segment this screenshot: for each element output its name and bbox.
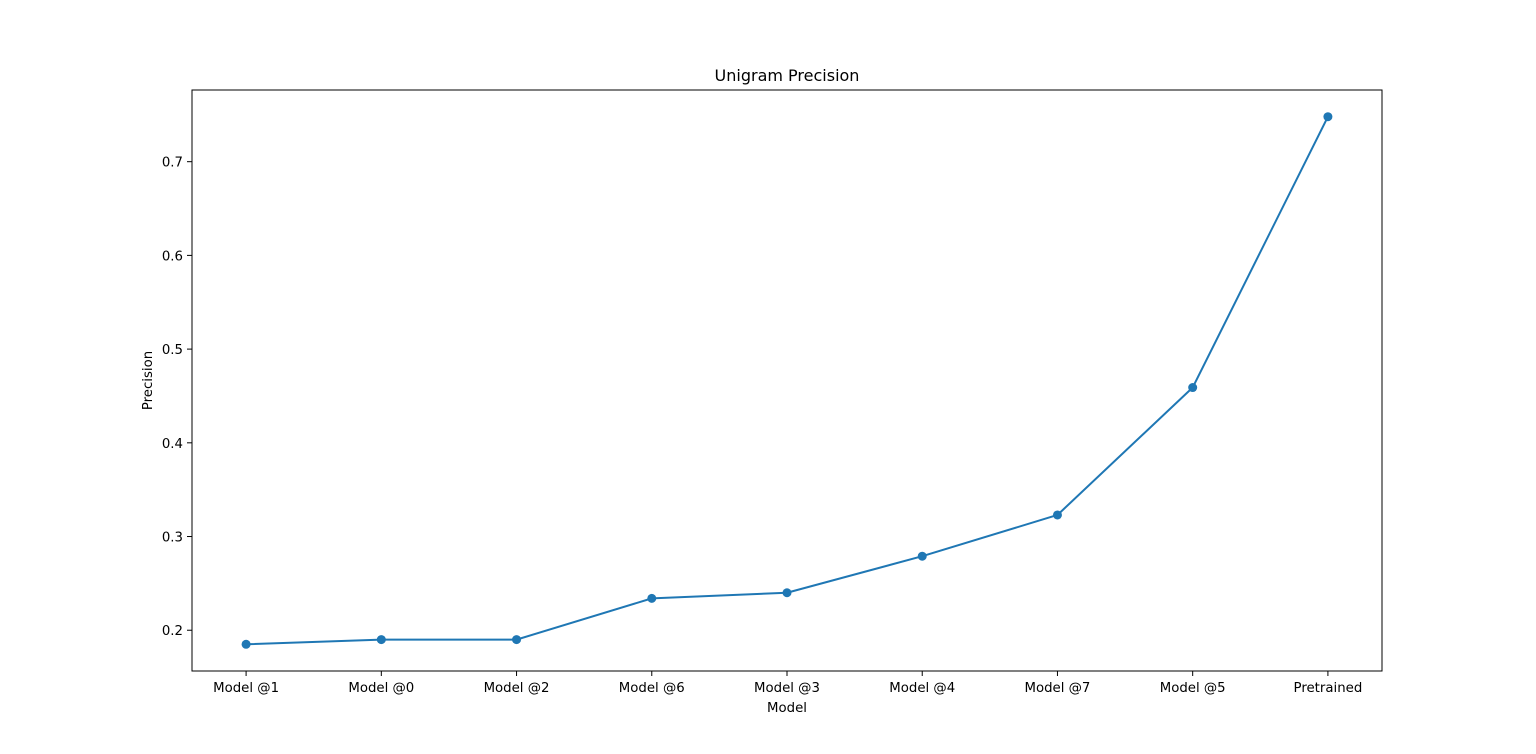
y-tick-label: 0.4: [162, 437, 183, 452]
y-axis-label: Precision: [141, 351, 156, 410]
y-tick-label: 0.6: [162, 249, 183, 264]
x-tick-label: Model @1: [213, 681, 279, 696]
x-tick-label: Model @0: [348, 681, 414, 696]
x-axis-ticks: Model @1 Model @0 Model @2 Model @6 Model @3…: [213, 671, 1362, 696]
x-tick-label: Model @6: [619, 681, 685, 696]
plot-frame: [191, 89, 1383, 672]
data-point: [1052, 510, 1062, 520]
x-tick-label: Model @2: [484, 681, 550, 696]
x-tick-label: Model @5: [1160, 681, 1226, 696]
data-point: [241, 639, 251, 649]
data-point: [512, 635, 522, 645]
data-point: [782, 588, 792, 598]
plot-area: [192, 90, 1382, 671]
data-point: [1188, 383, 1198, 393]
x-tick-label: Model @3: [754, 681, 820, 696]
chart-title: Unigram Precision: [715, 66, 860, 85]
y-tick-label: 0.2: [162, 624, 183, 639]
data-point: [376, 635, 386, 645]
series-layer: [241, 112, 1333, 649]
x-axis-label: Model: [767, 701, 807, 716]
y-tick-label: 0.7: [162, 156, 183, 171]
data-point: [917, 551, 927, 561]
data-point: [647, 593, 657, 603]
x-tick-label: Pretrained: [1294, 681, 1363, 696]
y-tick-label: 0.5: [162, 343, 183, 358]
y-axis-ticks: 0.2 0.3 0.4 0.5 0.6 0.7: [162, 156, 192, 639]
y-tick-label: 0.3: [162, 531, 183, 546]
x-tick-label: Model @7: [1024, 681, 1090, 696]
x-tick-label: Model @4: [889, 681, 955, 696]
data-point: [1323, 112, 1333, 122]
